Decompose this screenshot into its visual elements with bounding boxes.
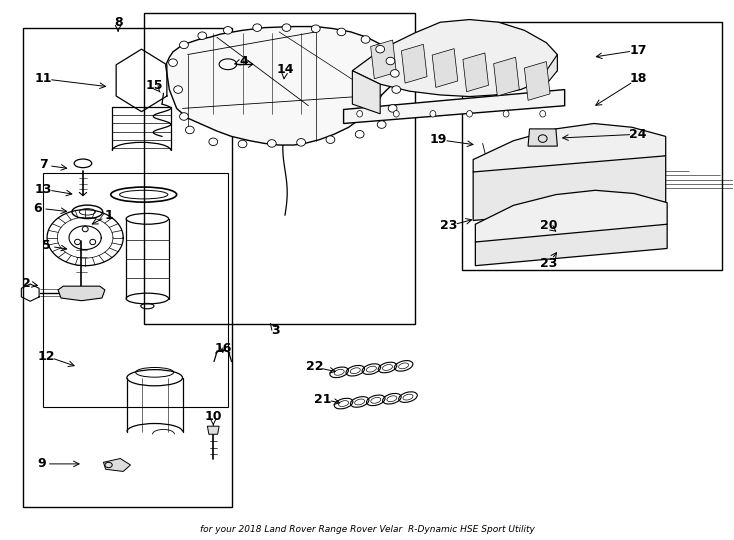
- Text: 21: 21: [314, 393, 332, 406]
- Polygon shape: [103, 458, 131, 471]
- Text: 18: 18: [629, 72, 647, 85]
- Ellipse shape: [297, 139, 305, 146]
- Polygon shape: [58, 286, 105, 301]
- Ellipse shape: [198, 32, 207, 39]
- Polygon shape: [352, 71, 380, 114]
- Ellipse shape: [90, 239, 95, 245]
- Ellipse shape: [386, 57, 395, 65]
- Polygon shape: [432, 49, 458, 87]
- Ellipse shape: [252, 24, 261, 31]
- Polygon shape: [208, 426, 219, 434]
- Polygon shape: [463, 53, 489, 92]
- Ellipse shape: [186, 126, 195, 134]
- Polygon shape: [494, 57, 519, 96]
- Text: 17: 17: [629, 44, 647, 57]
- Ellipse shape: [390, 70, 399, 77]
- Bar: [43, 173, 228, 407]
- Ellipse shape: [376, 45, 385, 53]
- Ellipse shape: [388, 105, 397, 112]
- Ellipse shape: [357, 111, 363, 117]
- Ellipse shape: [539, 111, 545, 117]
- Text: 11: 11: [34, 72, 52, 85]
- Text: 23: 23: [540, 257, 557, 270]
- Polygon shape: [166, 26, 400, 145]
- Ellipse shape: [361, 36, 370, 43]
- Text: 19: 19: [430, 133, 448, 146]
- Ellipse shape: [355, 131, 364, 138]
- Ellipse shape: [311, 25, 320, 32]
- Text: 23: 23: [440, 219, 458, 232]
- Ellipse shape: [180, 41, 189, 49]
- Polygon shape: [371, 40, 396, 79]
- Text: 12: 12: [37, 350, 55, 363]
- Polygon shape: [546, 55, 557, 84]
- Text: 1: 1: [105, 208, 114, 221]
- Ellipse shape: [467, 111, 473, 117]
- Polygon shape: [476, 224, 667, 266]
- Text: 5: 5: [42, 239, 51, 252]
- Ellipse shape: [282, 24, 291, 31]
- Polygon shape: [528, 129, 557, 146]
- Ellipse shape: [337, 28, 346, 36]
- Ellipse shape: [393, 111, 399, 117]
- Ellipse shape: [267, 140, 276, 147]
- Ellipse shape: [75, 239, 81, 245]
- Bar: [462, 22, 722, 270]
- Ellipse shape: [169, 59, 178, 66]
- Ellipse shape: [224, 26, 232, 34]
- Ellipse shape: [180, 113, 189, 120]
- Text: 24: 24: [629, 128, 647, 141]
- Text: 13: 13: [34, 183, 52, 195]
- Ellipse shape: [238, 140, 247, 148]
- Text: 6: 6: [33, 201, 42, 214]
- Polygon shape: [473, 124, 666, 178]
- Ellipse shape: [504, 111, 509, 117]
- Text: 20: 20: [539, 219, 557, 232]
- Bar: [23, 28, 231, 507]
- Polygon shape: [352, 19, 557, 97]
- Text: 2: 2: [22, 277, 31, 290]
- Ellipse shape: [326, 136, 335, 144]
- Ellipse shape: [377, 121, 386, 129]
- Text: for your 2018 Land Rover Range Rover Velar  R-Dynamic HSE Sport Utility: for your 2018 Land Rover Range Rover Vel…: [200, 525, 534, 534]
- Text: 10: 10: [205, 410, 222, 423]
- Bar: [144, 12, 415, 324]
- Polygon shape: [476, 190, 667, 247]
- Polygon shape: [344, 90, 564, 124]
- Ellipse shape: [430, 111, 436, 117]
- Polygon shape: [524, 62, 550, 100]
- Text: 4: 4: [239, 55, 248, 68]
- Polygon shape: [473, 156, 666, 220]
- Text: 22: 22: [305, 361, 323, 374]
- Polygon shape: [401, 44, 427, 83]
- Ellipse shape: [174, 86, 183, 93]
- Text: 16: 16: [214, 342, 231, 355]
- Ellipse shape: [82, 226, 88, 232]
- Ellipse shape: [209, 138, 218, 146]
- Text: 15: 15: [146, 79, 164, 92]
- Text: 8: 8: [114, 16, 123, 29]
- Text: 7: 7: [39, 158, 48, 172]
- Ellipse shape: [392, 86, 401, 93]
- Text: 14: 14: [276, 63, 294, 76]
- Text: 9: 9: [37, 457, 46, 470]
- Text: 3: 3: [271, 324, 280, 337]
